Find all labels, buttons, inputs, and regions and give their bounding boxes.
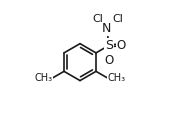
Text: N: N — [102, 22, 112, 35]
Text: O: O — [104, 54, 113, 67]
Text: Cl: Cl — [92, 14, 103, 24]
Text: CH₃: CH₃ — [35, 72, 53, 83]
Text: CH₃: CH₃ — [107, 72, 125, 83]
Text: Cl: Cl — [112, 14, 123, 24]
Text: O: O — [116, 39, 126, 52]
Text: S: S — [105, 39, 113, 52]
